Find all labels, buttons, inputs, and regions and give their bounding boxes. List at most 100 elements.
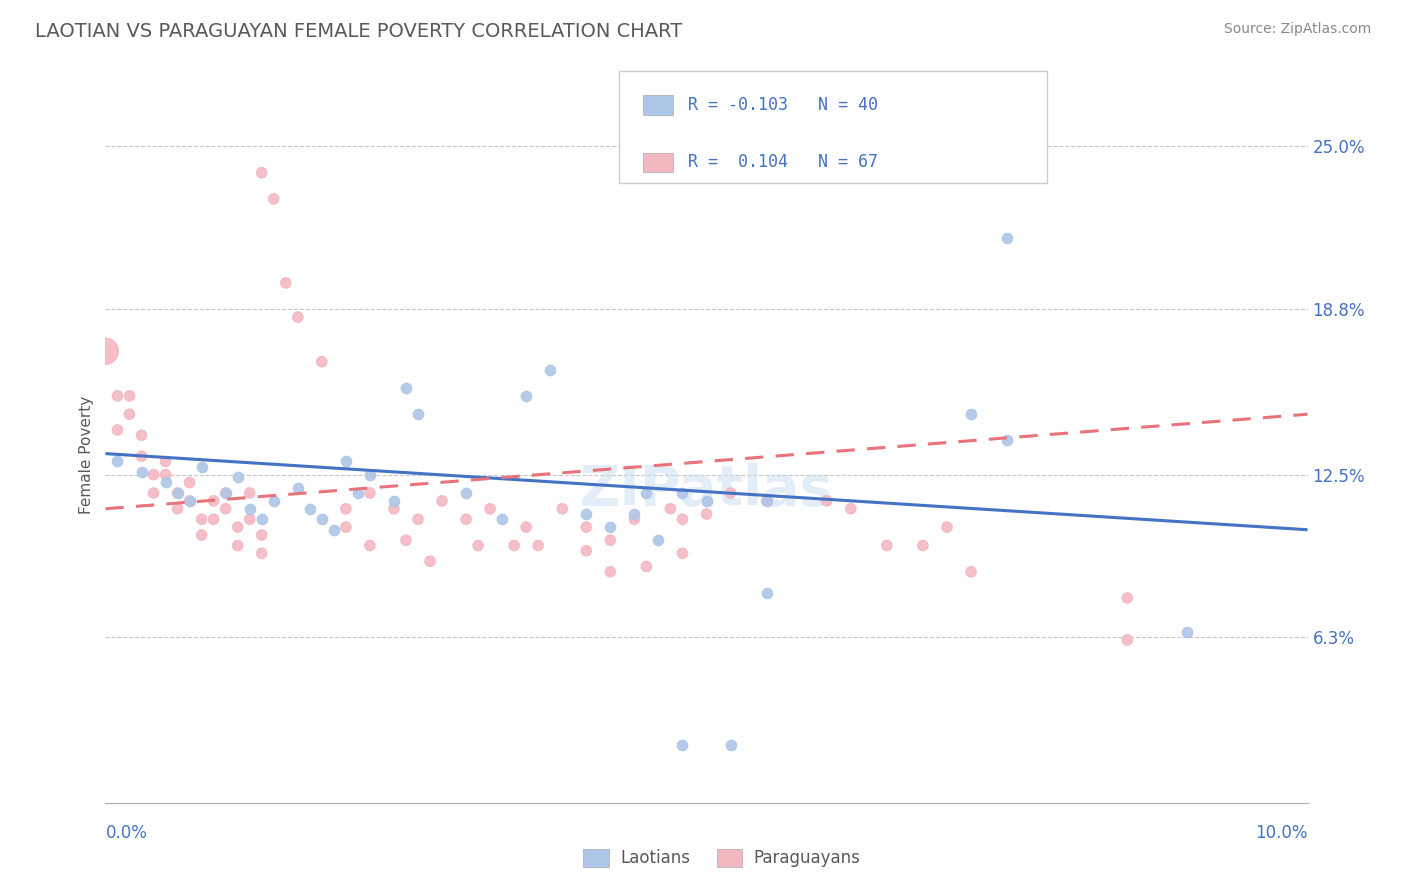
Point — [322, 523, 344, 537]
Point — [467, 539, 489, 553]
Point — [671, 738, 693, 752]
Point — [155, 475, 177, 490]
Point — [166, 501, 188, 516]
Point — [250, 512, 273, 526]
Point — [214, 486, 236, 500]
Point — [755, 586, 778, 600]
Text: Laotians: Laotians — [620, 849, 690, 867]
Point — [696, 494, 718, 508]
Point — [250, 166, 273, 180]
Point — [226, 539, 249, 553]
Point — [311, 355, 333, 369]
Point — [454, 486, 477, 500]
Point — [960, 565, 983, 579]
Y-axis label: Female Poverty: Female Poverty — [79, 396, 94, 514]
Point — [454, 512, 477, 526]
Point — [263, 192, 285, 206]
Point — [395, 533, 418, 548]
Point — [623, 507, 645, 521]
Point — [107, 454, 129, 468]
Point — [720, 738, 742, 752]
Point — [1116, 633, 1139, 648]
Point — [359, 539, 381, 553]
Point — [395, 381, 418, 395]
Point — [671, 546, 693, 560]
Point — [155, 454, 177, 468]
Point — [503, 539, 526, 553]
Point — [647, 533, 669, 548]
Point — [131, 428, 153, 442]
Point — [263, 494, 285, 508]
Point — [755, 494, 778, 508]
Point — [190, 512, 212, 526]
Point — [538, 362, 561, 376]
Point — [382, 494, 405, 508]
Point — [755, 494, 778, 508]
Point — [287, 481, 309, 495]
Point — [815, 494, 838, 508]
Point — [226, 520, 249, 534]
Text: R =  0.104   N = 67: R = 0.104 N = 67 — [688, 153, 877, 171]
Point — [202, 512, 225, 526]
Point — [1175, 625, 1198, 640]
Point — [382, 501, 405, 516]
Point — [430, 494, 453, 508]
Point — [347, 486, 370, 500]
Point — [214, 486, 236, 500]
Point — [575, 543, 598, 558]
Point — [118, 407, 141, 421]
Point — [623, 512, 645, 526]
Point — [166, 486, 188, 500]
Point — [190, 459, 212, 474]
Text: 10.0%: 10.0% — [1256, 823, 1308, 842]
Point — [671, 512, 693, 526]
Point — [118, 389, 141, 403]
Point — [515, 389, 537, 403]
Point — [335, 501, 357, 516]
Point — [659, 501, 682, 516]
Point — [491, 512, 513, 526]
Text: Source: ZipAtlas.com: Source: ZipAtlas.com — [1223, 22, 1371, 37]
Point — [190, 528, 212, 542]
Point — [359, 467, 381, 482]
Point — [839, 501, 862, 516]
Point — [250, 528, 273, 542]
Text: LAOTIAN VS PARAGUAYAN FEMALE POVERTY CORRELATION CHART: LAOTIAN VS PARAGUAYAN FEMALE POVERTY COR… — [35, 22, 682, 41]
Point — [575, 507, 598, 521]
Point — [479, 501, 502, 516]
Point — [274, 276, 297, 290]
Point — [515, 520, 537, 534]
Point — [298, 501, 321, 516]
Point — [419, 554, 441, 568]
Text: 0.0%: 0.0% — [105, 823, 148, 842]
Point — [287, 310, 309, 324]
Text: ZIPatlas: ZIPatlas — [579, 463, 834, 516]
Point — [636, 559, 658, 574]
Text: Paraguayans: Paraguayans — [754, 849, 860, 867]
Point — [311, 512, 333, 526]
Point — [335, 520, 357, 534]
Point — [575, 520, 598, 534]
Point — [142, 467, 165, 482]
Point — [1116, 591, 1139, 605]
Point — [179, 475, 201, 490]
Point — [551, 501, 574, 516]
Point — [155, 467, 177, 482]
Point — [202, 494, 225, 508]
Point — [960, 407, 983, 421]
Point — [179, 494, 201, 508]
Point — [599, 533, 621, 548]
Point — [166, 486, 188, 500]
Point — [599, 520, 621, 534]
Point — [131, 449, 153, 463]
Point — [359, 486, 381, 500]
Point — [94, 344, 117, 359]
Point — [131, 465, 153, 479]
Point — [250, 546, 273, 560]
Point — [179, 494, 201, 508]
Point — [406, 407, 429, 421]
Point — [671, 486, 693, 500]
Point — [720, 486, 742, 500]
Point — [406, 512, 429, 526]
Point — [527, 539, 550, 553]
